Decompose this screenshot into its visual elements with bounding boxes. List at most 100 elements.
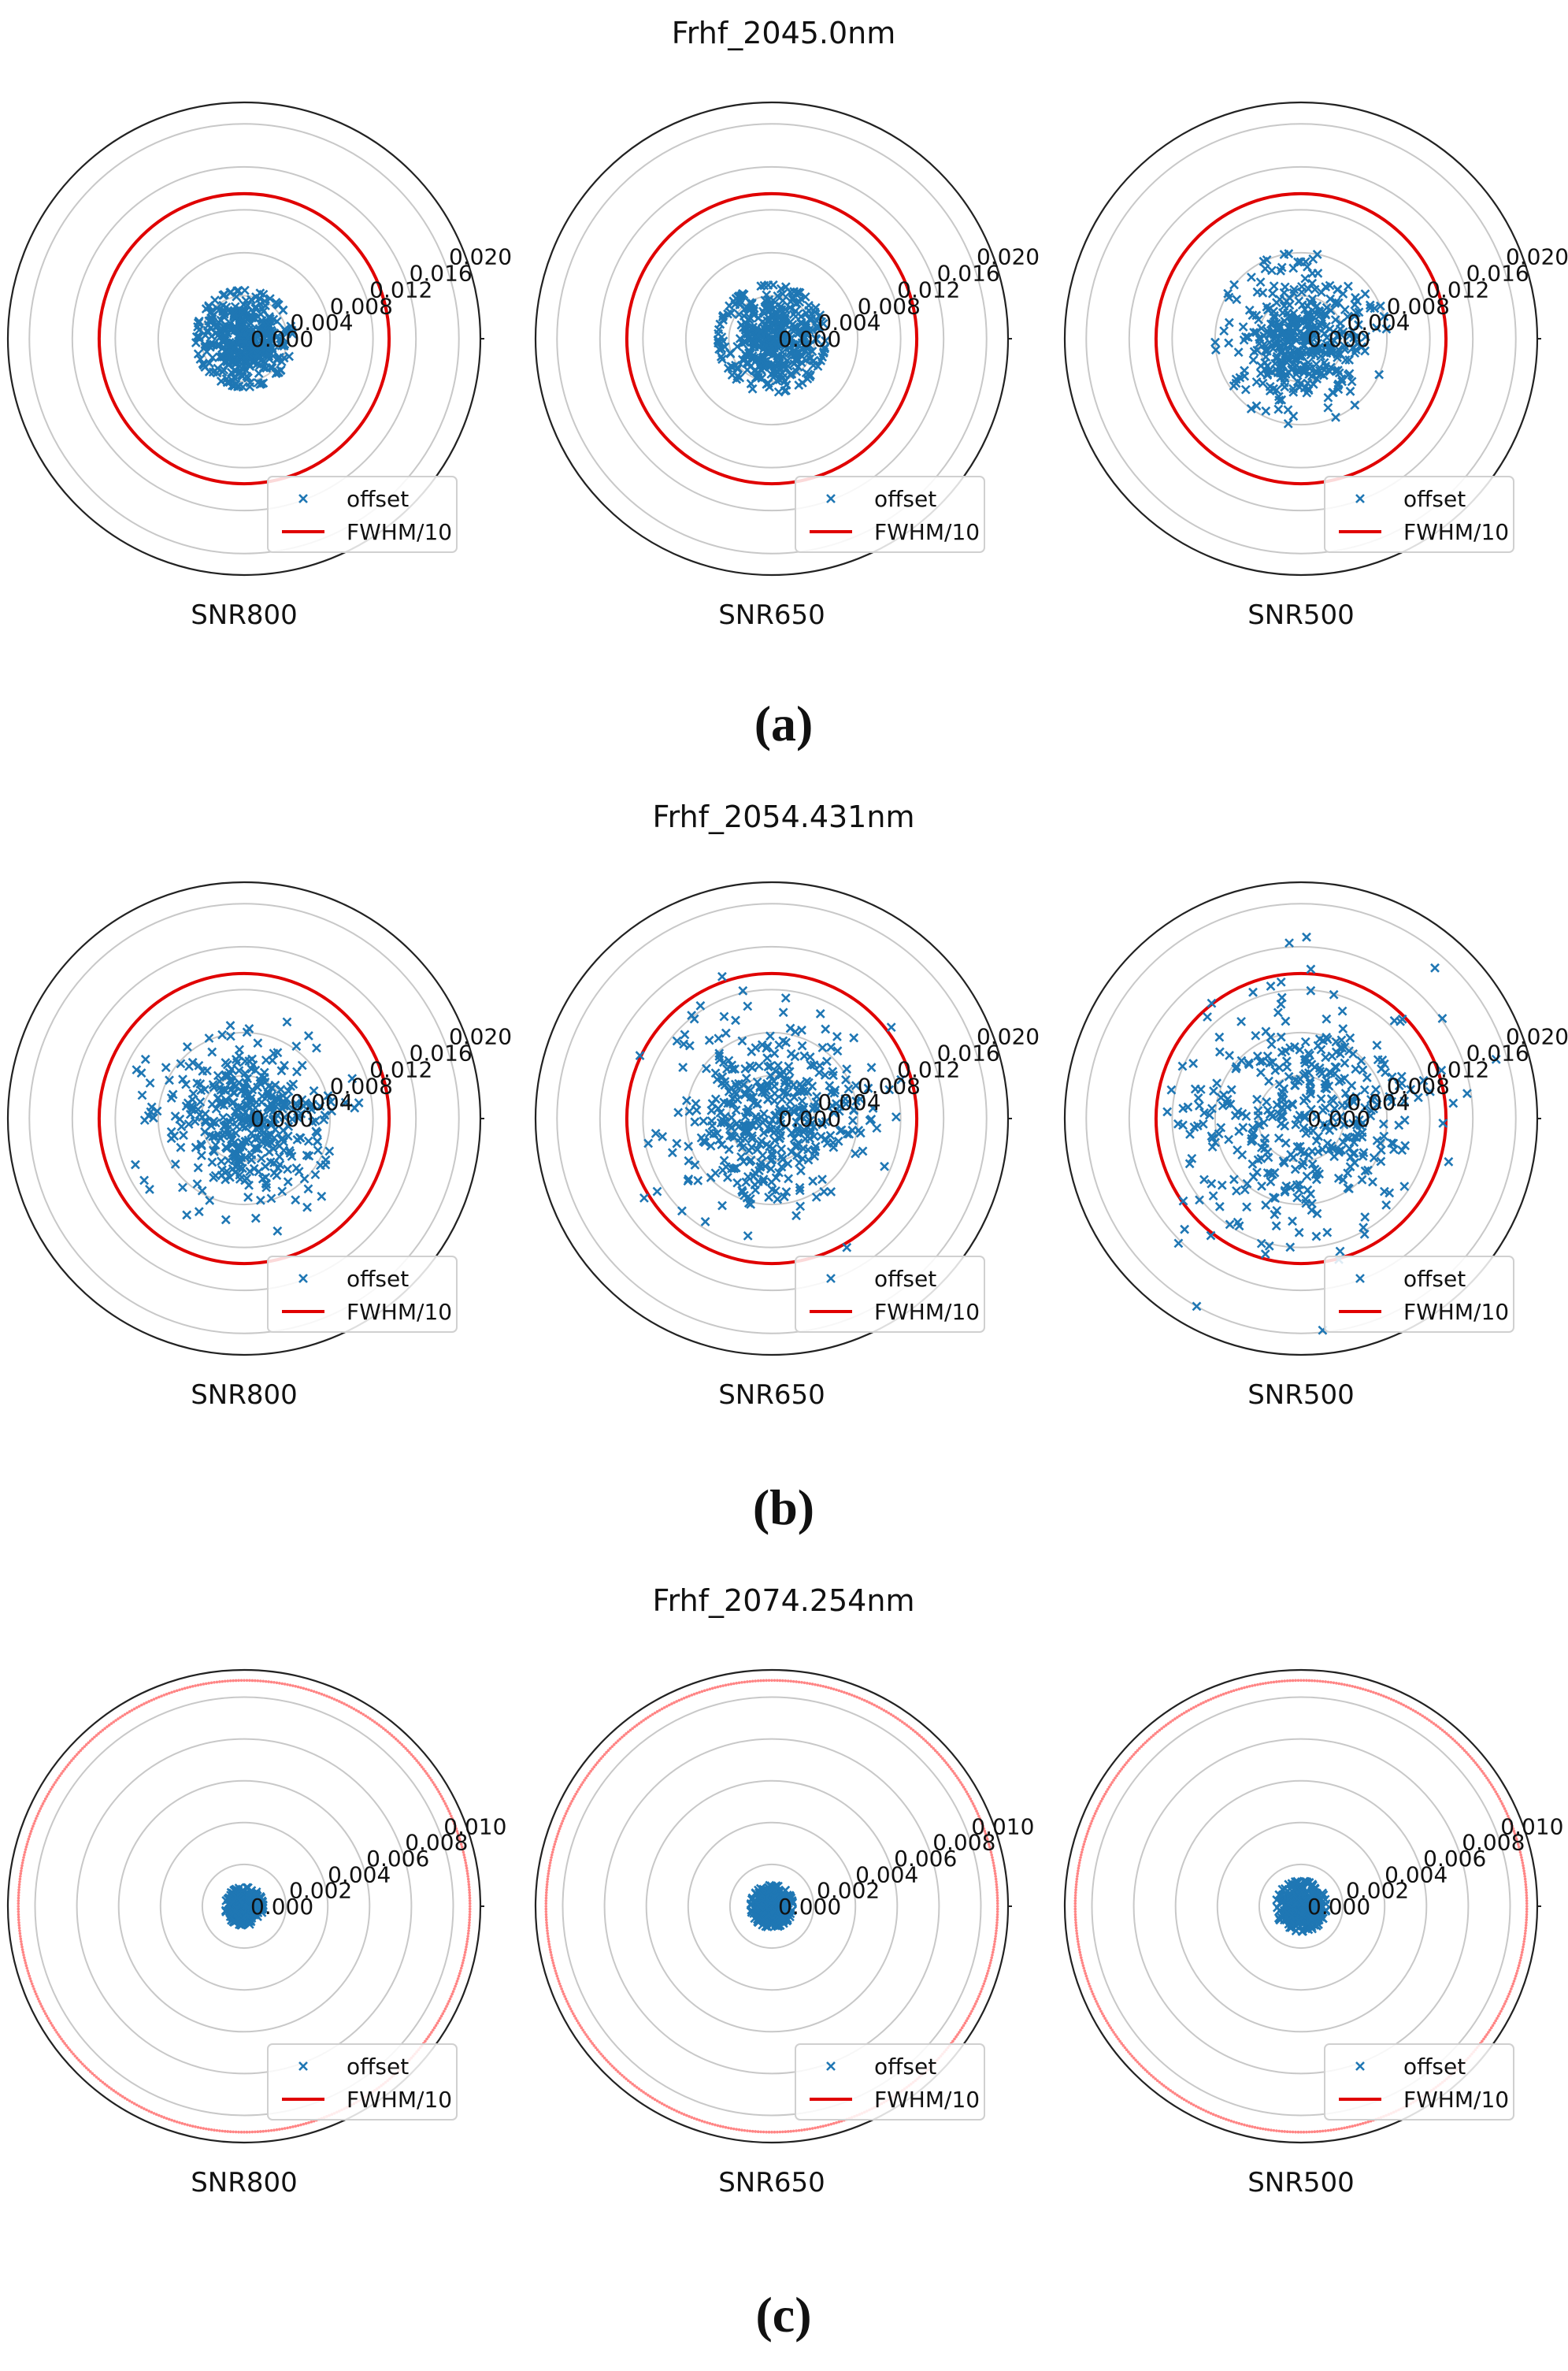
offset-point <box>310 1170 321 1180</box>
fwhm-marker <box>553 1966 557 1970</box>
fwhm-marker <box>17 1905 20 1908</box>
fwhm-marker <box>1217 1694 1220 1698</box>
fwhm-marker <box>17 1913 20 1916</box>
fwhm-marker <box>835 1688 838 1692</box>
fwhm-marker <box>660 2102 664 2106</box>
offset-point <box>312 1136 322 1146</box>
legend-fwhm-label: FWHM/10 <box>1403 519 1509 545</box>
fwhm-marker <box>1085 1832 1089 1835</box>
fwhm-marker <box>688 1694 691 1698</box>
fwhm-marker <box>1081 1845 1085 1849</box>
offset-point <box>673 1108 684 1118</box>
fwhm-marker <box>18 1880 21 1883</box>
fwhm-marker <box>1525 1916 1529 1919</box>
fwhm-marker <box>1272 2128 1276 2132</box>
fwhm-marker <box>183 1686 187 1690</box>
fwhm-marker <box>973 1805 976 1808</box>
fwhm-marker <box>202 1683 206 1686</box>
fwhm-marker <box>330 1696 334 1700</box>
offset-point <box>1162 1107 1173 1117</box>
subplot-xlabel: SNR800 <box>191 2167 298 2198</box>
fwhm-marker <box>1522 1940 1525 1943</box>
fwhm-marker <box>1204 1700 1207 1703</box>
fwhm-marker <box>1229 1690 1233 1694</box>
fwhm-marker <box>548 1864 551 1868</box>
offset-point <box>805 314 815 325</box>
fwhm-marker <box>550 1958 554 1962</box>
fwhm-marker <box>1077 1869 1080 1872</box>
fwhm-marker <box>1335 1682 1338 1685</box>
fwhm-marker <box>814 1683 817 1686</box>
offset-point <box>1344 355 1355 365</box>
fwhm-marker <box>1511 1984 1514 1988</box>
fwhm-marker <box>1525 1918 1529 1922</box>
fwhm-marker <box>1332 1681 1336 1685</box>
offset-point <box>743 1001 753 1011</box>
fwhm-marker <box>17 1894 20 1897</box>
fwhm-marker <box>340 1701 343 1705</box>
offset-point <box>283 1177 293 1187</box>
fwhm-marker <box>724 1683 728 1687</box>
radial-tick-label: 0.016 <box>410 261 473 287</box>
fwhm-marker <box>732 1682 736 1686</box>
fwhm-marker <box>1075 1877 1079 1881</box>
fwhm-marker <box>791 1679 795 1683</box>
offset-point <box>1277 361 1287 371</box>
offset-point <box>764 295 774 305</box>
offset-point <box>769 325 778 336</box>
offset-point <box>1224 1134 1234 1145</box>
fwhm-marker <box>443 2007 447 2010</box>
fwhm-marker <box>1229 2119 1233 2123</box>
fwhm-marker <box>551 1848 555 1851</box>
fwhm-marker <box>304 1687 308 1691</box>
fwhm-marker <box>545 1920 548 1924</box>
offset-point <box>762 1053 773 1063</box>
fwhm-marker <box>232 1679 235 1683</box>
offset-point <box>178 1182 187 1193</box>
fwhm-marker <box>1525 1907 1529 1911</box>
offset-point <box>1316 1045 1326 1055</box>
fwhm-marker <box>25 1966 29 1970</box>
fwhm-marker <box>437 1790 440 1794</box>
offset-point <box>1266 981 1276 991</box>
radial-tick-label: 0.016 <box>937 261 1000 287</box>
offset-point <box>716 351 726 362</box>
offset-point <box>231 324 241 334</box>
fwhm-marker <box>995 1885 999 1889</box>
offset-point <box>706 1116 717 1126</box>
offset-point <box>291 1195 301 1205</box>
fwhm-marker <box>754 1679 758 1683</box>
fwhm-marker <box>548 1948 552 1951</box>
fwhm-marker <box>1337 2127 1341 2131</box>
fwhm-marker <box>562 1816 565 1820</box>
fwhm-marker <box>18 1877 22 1881</box>
fwhm-marker <box>1514 1972 1518 1976</box>
fwhm-marker <box>1209 2112 1213 2115</box>
fwhm-marker <box>1084 1835 1088 1839</box>
fwhm-marker <box>234 1679 238 1683</box>
fwhm-marker <box>1340 2127 1344 2130</box>
fwhm-marker <box>735 1682 738 1685</box>
fwhm-marker <box>158 2113 161 2117</box>
fwhm-marker <box>1277 2129 1281 2133</box>
fwhm-marker <box>668 2106 671 2109</box>
fwhm-marker <box>971 1802 975 1805</box>
fwhm-marker <box>1086 1980 1090 1983</box>
fwhm-marker <box>215 2128 219 2132</box>
offset-point <box>1192 1301 1202 1312</box>
offset-point <box>1362 1073 1372 1083</box>
fwhm-marker <box>806 2128 809 2131</box>
fwhm-marker <box>446 2002 450 2006</box>
fwhm-marker <box>1264 1682 1267 1685</box>
offset-point <box>1244 305 1255 315</box>
fwhm-marker <box>565 2000 569 2003</box>
fwhm-marker <box>1073 1902 1077 1905</box>
fwhm-marker <box>19 1875 22 1878</box>
fwhm-marker <box>194 2125 197 2128</box>
offset-point <box>1337 1006 1347 1016</box>
fwhm-marker <box>544 1905 548 1908</box>
offset-point <box>710 1094 721 1104</box>
fwhm-marker <box>673 2108 676 2112</box>
offset-point <box>799 1051 810 1061</box>
offset-point <box>1293 257 1303 267</box>
